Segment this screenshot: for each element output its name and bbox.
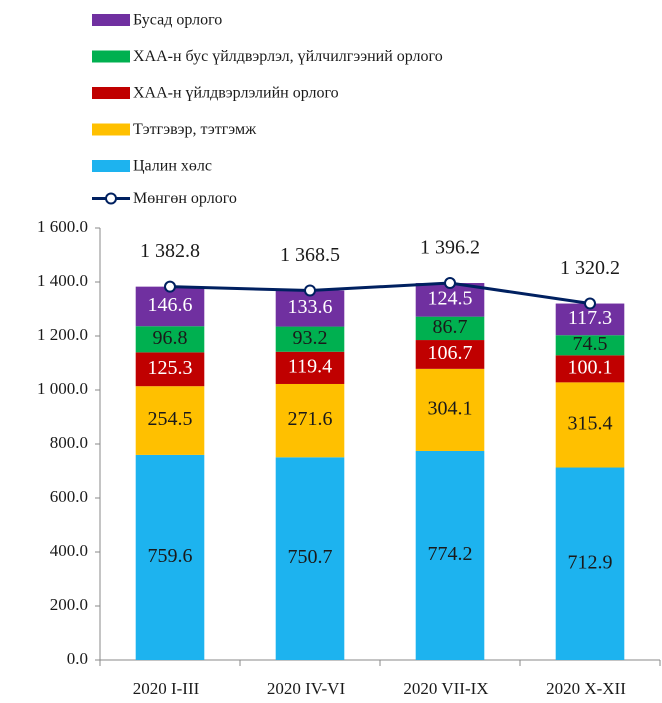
legend-label: Тэтгэвэр, тэтгэмж	[133, 121, 257, 138]
bar-segment	[275, 351, 345, 384]
bar-segment	[135, 286, 205, 327]
data-label: 124.5	[428, 287, 473, 309]
legend-swatch	[92, 87, 130, 99]
line-label: 1 368.5	[280, 244, 340, 266]
legend-label: Цалин хөлс	[133, 158, 212, 175]
y-tick-label: 1 000.0	[37, 379, 88, 398]
line	[169, 281, 591, 306]
y-tick-label: 1 400.0	[37, 271, 88, 290]
data-label: 146.6	[148, 294, 193, 316]
data-label: 117.3	[568, 307, 612, 329]
y-tick-label: 400.0	[50, 541, 88, 560]
legend-swatch	[92, 14, 130, 26]
line-label: 1 382.8	[140, 240, 200, 262]
data-label: 254.5	[148, 408, 193, 430]
bar-segment	[135, 352, 205, 387]
line-label: 1 320.2	[560, 257, 620, 279]
bar-segment	[275, 457, 345, 660]
bar-segment	[555, 355, 625, 383]
bar-segment	[555, 467, 625, 660]
legend-label: ХАА-н үйлдвэрлэлийн орлого	[133, 85, 339, 102]
x-tick-label: 2020 VII-IX	[403, 679, 488, 698]
bar-segment	[415, 316, 485, 341]
legend-label: Мөнгөн орлого	[133, 190, 237, 207]
legend-swatch	[92, 160, 130, 172]
data-label: 100.1	[568, 356, 613, 378]
data-label: 106.7	[428, 342, 473, 364]
legend-swatch	[92, 123, 130, 136]
data-label: 125.3	[148, 357, 193, 379]
bar-segment	[135, 454, 205, 660]
data-label: 750.7	[288, 546, 333, 568]
line-marker	[304, 284, 316, 297]
data-label: 712.9	[568, 551, 613, 573]
data-label: 315.4	[568, 413, 613, 435]
bar-segment	[135, 386, 205, 455]
data-label: 74.5	[573, 333, 608, 355]
line-label: 1 396.2	[420, 237, 480, 259]
data-label: 96.8	[153, 327, 188, 349]
data-label: 119.4	[288, 355, 332, 377]
legend-marker	[105, 192, 117, 205]
bar-segment	[415, 450, 485, 660]
bar-segment	[415, 368, 485, 451]
y-tick-label: 1 600.0	[37, 217, 88, 236]
data-label: 133.6	[288, 296, 333, 318]
y-tick-label: 800.0	[50, 433, 88, 452]
bar-segment	[275, 290, 345, 327]
y-tick-label: 1 200.0	[37, 325, 88, 344]
data-label: 774.2	[428, 543, 473, 565]
data-label: 271.6	[288, 408, 333, 430]
x-tick-label: 2020 IV-VI	[267, 679, 346, 698]
y-tick-label: 0.0	[67, 649, 88, 668]
x-tick-label: 2020 X-XII	[546, 679, 626, 698]
bar-segment	[415, 340, 485, 369]
bar-segment	[275, 383, 345, 458]
data-label: 86.7	[433, 316, 468, 338]
bar-segment	[275, 326, 345, 352]
bar-segment	[135, 326, 205, 353]
y-tick-label: 600.0	[50, 487, 88, 506]
line-marker	[164, 280, 176, 293]
data-label: 759.6	[148, 545, 193, 567]
bar-segment	[555, 382, 625, 468]
data-label: 304.1	[428, 398, 473, 420]
bar-segment	[555, 335, 625, 356]
legend-label: Бусад орлого	[133, 12, 222, 29]
line-marker	[584, 297, 596, 310]
y-tick-label: 200.0	[50, 595, 88, 614]
line-marker	[444, 277, 456, 290]
legend-label: ХАА-н бус үйлдвэрлэл, үйлчилгээний орлог…	[133, 48, 443, 65]
x-tick-label: 2020 I-III	[133, 679, 200, 698]
data-label: 93.2	[293, 327, 328, 349]
legend-swatch	[92, 50, 130, 63]
